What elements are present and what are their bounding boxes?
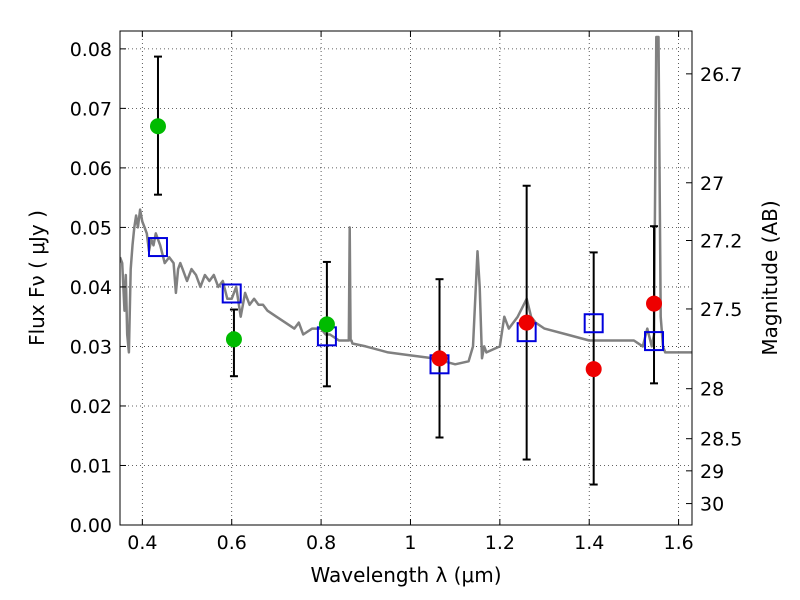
model-spectrum-line: [120, 35, 692, 366]
y-axis-title: Flux Fν ( μJy ): [25, 210, 49, 346]
right-tick-label: 27.2: [700, 231, 742, 253]
right-tick-label: 28: [700, 379, 724, 401]
right-tick-label: 30: [700, 494, 724, 516]
right-tick-label: 29: [700, 461, 724, 483]
plot-area: [120, 35, 692, 486]
y-tick-label: 0.08: [70, 39, 112, 61]
right-tick-label: 27: [700, 173, 724, 195]
right-axis-title: Magnitude (AB): [758, 200, 782, 355]
red-photometry-point: [431, 350, 448, 367]
right-tick-label: 27.5: [700, 299, 742, 321]
y-tick-label: 0.05: [70, 217, 112, 239]
y-tick-label: 0.02: [70, 396, 112, 418]
tick-layer: 0.4 0.6 0.8 1 1.2 1.4 1.6 0.00 0.01 0.02 0.03 0.04 0…: [70, 31, 742, 554]
y-tick-label: 0.03: [70, 336, 112, 358]
green-photometry-point: [318, 316, 335, 333]
y-tick-label: 0.01: [70, 455, 112, 477]
series-layer: [120, 35, 692, 366]
red-photometry-point: [585, 361, 602, 378]
red-photometry-point: [518, 314, 535, 331]
x-tick-label: 1: [404, 532, 416, 554]
model-photometry-square: [644, 331, 665, 352]
green-photometry-point: [225, 331, 242, 348]
x-tick-label: 1.2: [485, 532, 515, 554]
green-photometry-point: [149, 118, 166, 135]
x-tick-label: 0.6: [217, 532, 247, 554]
y-tick-label: 0.06: [70, 158, 112, 180]
model-photometry-square: [221, 283, 242, 304]
marker-layer: [147, 55, 665, 486]
x-tick-label: 0.4: [127, 532, 157, 554]
model-photometry-square: [147, 237, 168, 258]
y-tick-label: 0.00: [70, 515, 112, 537]
red-photometry-point: [646, 295, 663, 312]
x-axis-title: Wavelength λ (μm): [310, 563, 501, 587]
plot-frame: [119, 30, 693, 526]
x-tick-label: 1.6: [663, 532, 693, 554]
x-tick-label: 0.8: [306, 532, 336, 554]
right-tick-label: 28.5: [700, 429, 742, 451]
y-tick-label: 0.07: [70, 98, 112, 120]
model-photometry-square: [583, 313, 604, 334]
y-tick-label: 0.04: [70, 277, 112, 299]
x-tick-label: 1.4: [574, 532, 604, 554]
right-tick-label: 26.7: [700, 64, 742, 86]
